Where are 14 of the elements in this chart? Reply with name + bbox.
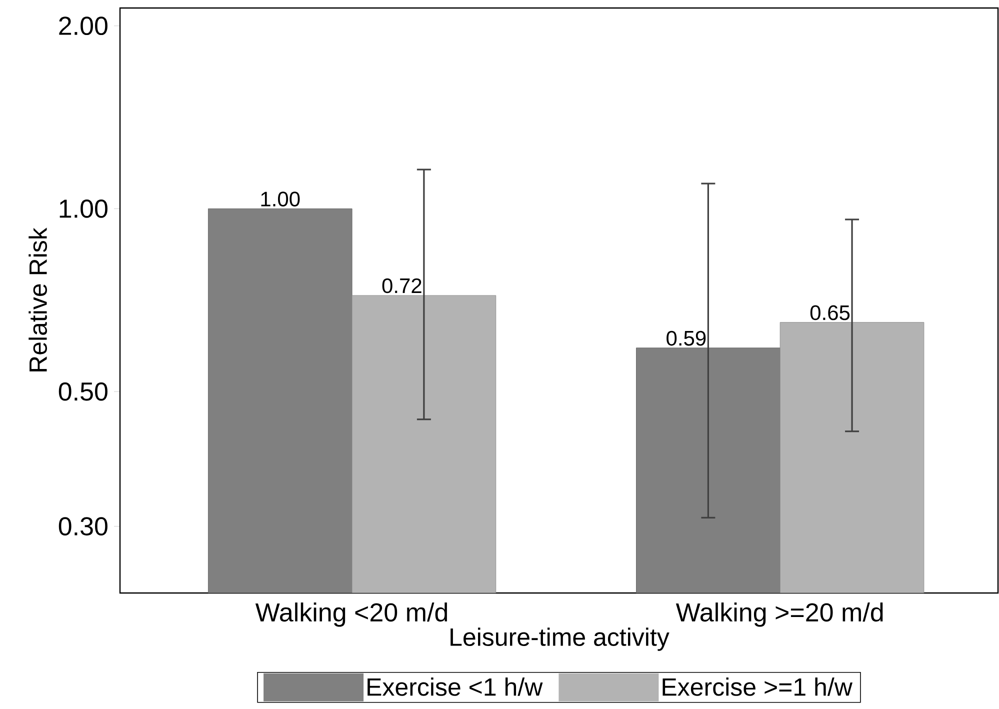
- y-tick-label: 0.50: [58, 382, 108, 401]
- data-label: 0.59: [666, 330, 706, 346]
- y-tick-label: 0.30: [58, 517, 108, 536]
- y-tick-label: 1.00: [60, 199, 108, 218]
- x-tick-label: Walking <20 m/d: [255, 602, 448, 627]
- legend-label: Exercise <1 h/w: [368, 678, 543, 696]
- data-label: 0.65: [810, 305, 850, 320]
- x-tick-label: Walking >=20 m/d: [676, 602, 883, 627]
- legend-label: Exercise >=1 h/w: [662, 678, 852, 696]
- data-label: 1.00: [261, 192, 300, 206]
- data-label: 0.72: [382, 278, 422, 294]
- x-axis-title: Leisure-time activity: [450, 628, 670, 651]
- y-axis-title: Relative Risk: [28, 228, 48, 372]
- y-tick-label: 2.00: [59, 16, 108, 36]
